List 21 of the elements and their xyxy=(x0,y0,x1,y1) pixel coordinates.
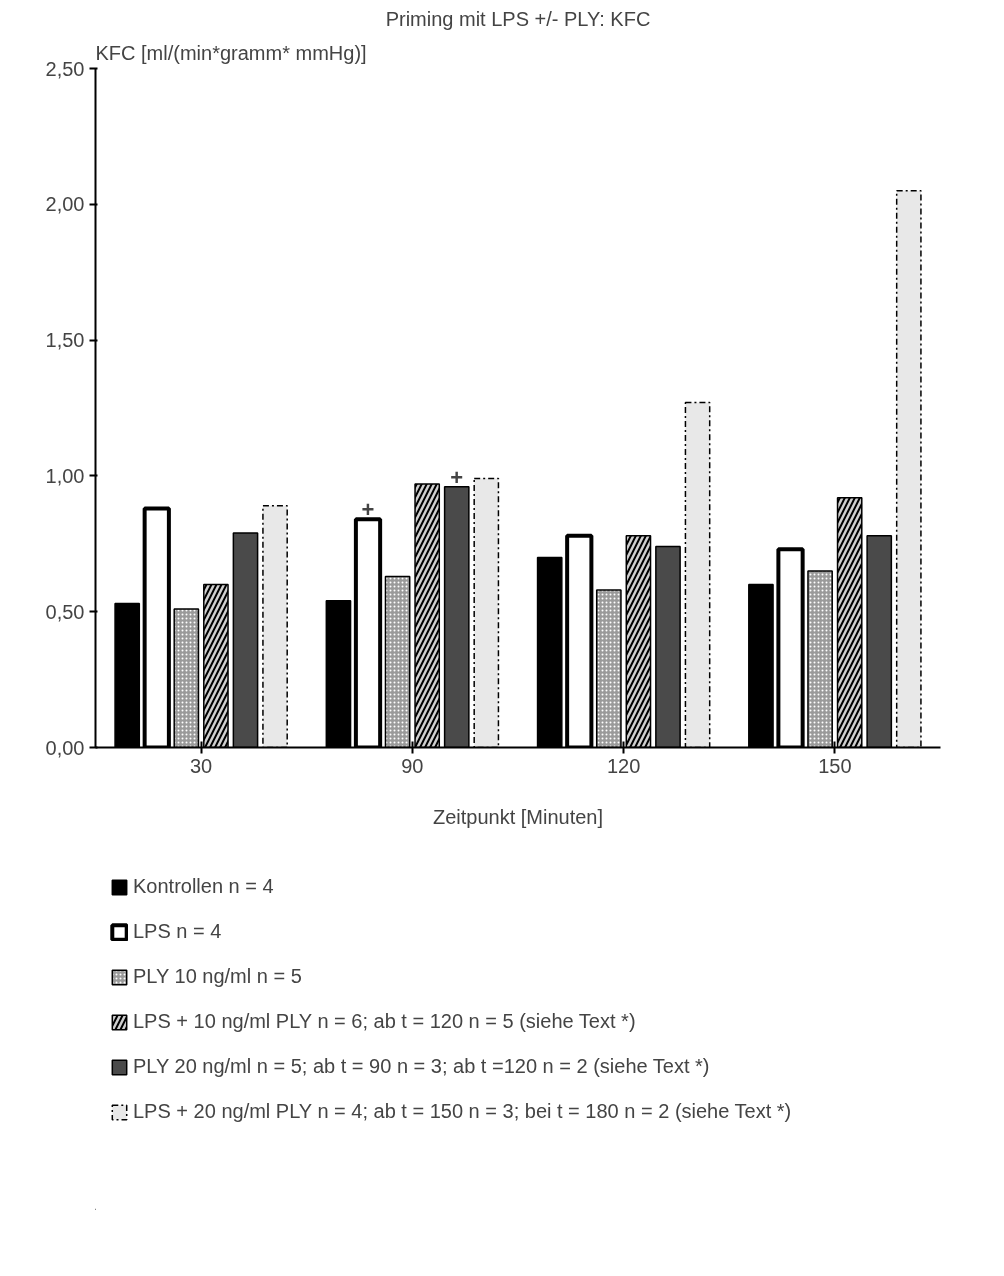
y-tick-label: 1,50 xyxy=(45,329,85,352)
x-tick-label: 90 xyxy=(401,754,424,777)
x-tick-label: 30 xyxy=(190,754,213,777)
y-axis-title: KFC [ml/(min*gramm* mmHg)] xyxy=(95,41,367,64)
annotation: + xyxy=(450,464,464,490)
y-tick-label: 0,00 xyxy=(45,736,85,759)
x-tick-label: 150 xyxy=(818,754,852,777)
legend-label: PLY 10 ng/ml n = 5 xyxy=(133,965,302,988)
legend-label: LPS + 20 ng/ml PLY n = 4; ab t = 150 n = 3; bei t = 180 n = 2 (siehe Text *) xyxy=(133,1100,792,1123)
legend-label: Kontrollen n = 4 xyxy=(133,875,274,898)
x-tick-label: 120 xyxy=(606,754,641,777)
legend-label: LPS + 10 ng/ml PLY n = 6; ab t = 120 n = 5 (siehe Text *) xyxy=(133,1010,636,1033)
y-tick-label: 0,50 xyxy=(45,600,85,623)
y-tick-label: 2,00 xyxy=(45,193,85,216)
legend-label: PLY 20 ng/ml n = 5; ab t = 90 n = 3; ab t =120 n = 2 (siehe Text *) xyxy=(133,1055,710,1078)
y-tick-label: 2,50 xyxy=(45,57,85,80)
annotation: + xyxy=(361,497,375,523)
x-axis-title: Zeitpunkt [Minuten] xyxy=(432,805,604,828)
y-tick-label: 1,00 xyxy=(45,464,85,487)
chart-title: Priming mit LPS +/- PLY: KFC xyxy=(385,7,651,30)
legend-label: LPS n = 4 xyxy=(133,920,222,943)
